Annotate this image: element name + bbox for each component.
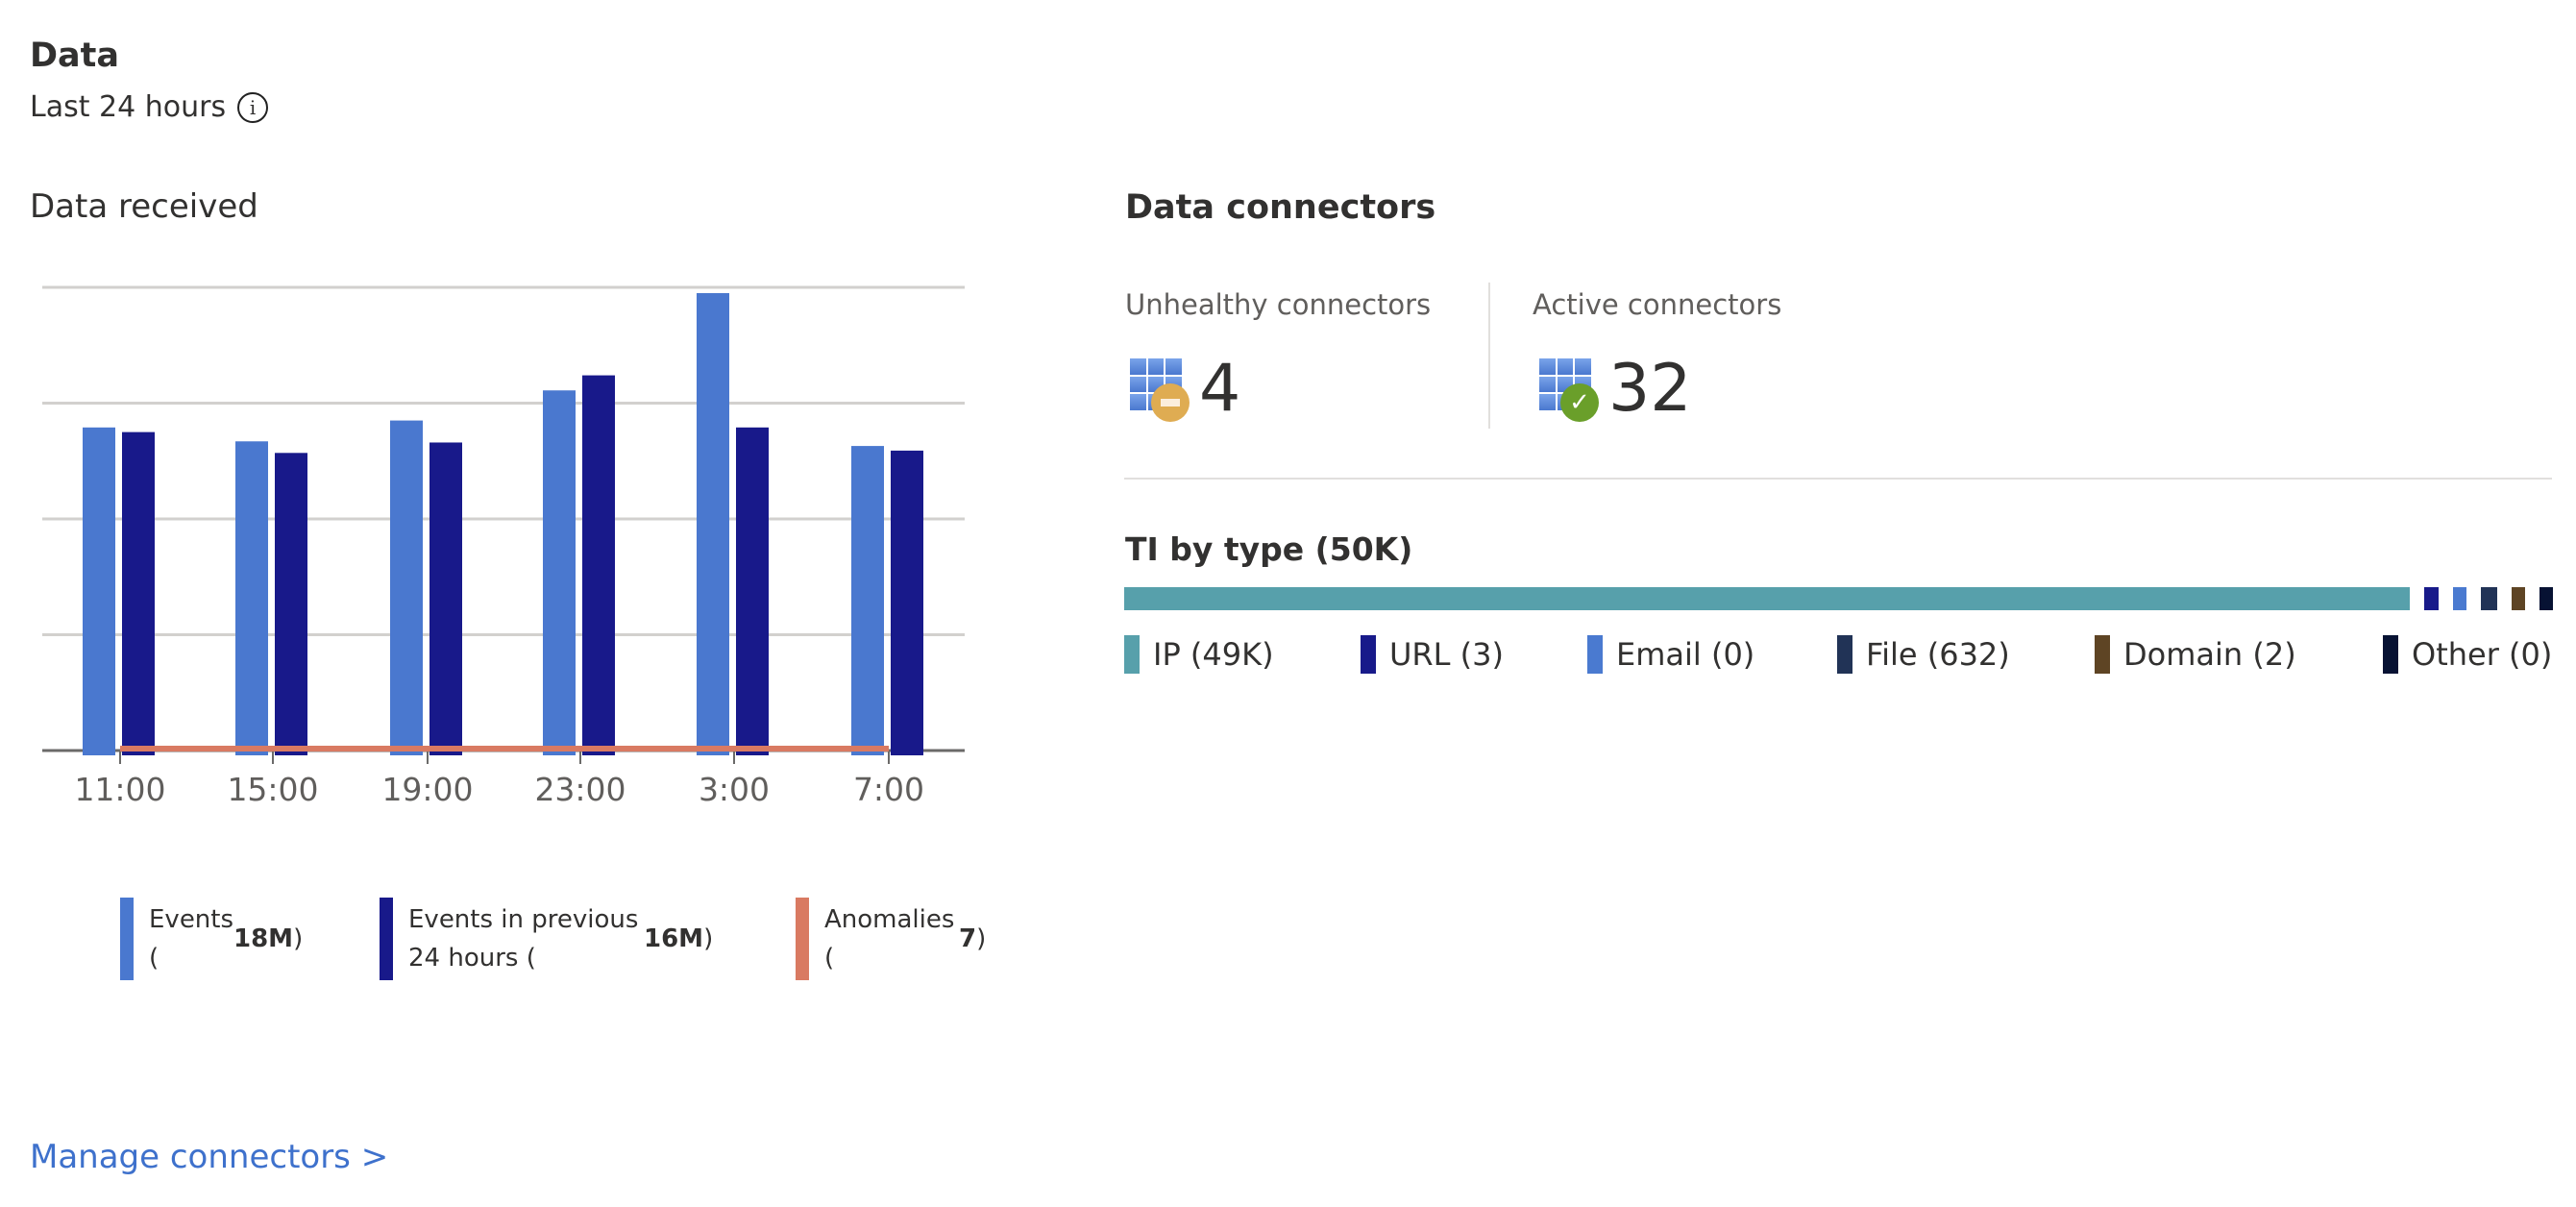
legend-value: 18M <box>233 920 303 958</box>
ti-legend-domain: Domain (2) <box>2095 634 2296 675</box>
bar-events-previous <box>429 442 462 755</box>
bar-events <box>543 390 576 755</box>
bar-events <box>697 293 729 755</box>
ti-bar-file[interactable] <box>2481 587 2497 610</box>
ti-legend-label: Other (0) <box>2412 636 2553 673</box>
ti-legend-label: Domain (2) <box>2123 636 2296 673</box>
bar-events <box>851 446 884 755</box>
manage-connectors-link[interactable]: Manage connectors > <box>30 1138 389 1176</box>
legend-label: Events in previous 24 hours <box>408 900 644 977</box>
ti-legend-label: File (632) <box>1866 636 2010 673</box>
legend-swatch <box>380 898 393 980</box>
bar-events-previous <box>582 375 615 755</box>
time-range: Last 24 hours i <box>30 90 269 124</box>
unhealthy-connectors-kpi[interactable]: 4 <box>1130 351 1240 428</box>
unhealthy-connectors-count: 4 <box>1199 351 1241 427</box>
legend-value: 7 <box>959 920 986 958</box>
bar-events <box>390 420 423 755</box>
ti-bar-domain[interactable] <box>2512 587 2525 610</box>
legend-events[interactable]: Events 18M <box>120 898 303 980</box>
x-tick-label: 7:00 <box>853 771 924 808</box>
bar-events-previous <box>122 431 155 755</box>
ti-bar-other[interactable] <box>2539 587 2553 610</box>
ti-legend-file: File (632) <box>1837 634 2010 675</box>
data-received-chart: 11:00 15:00 19:00 23:00 3:00 7:00 <box>42 285 965 808</box>
ti-legend-label: IP (49K) <box>1153 636 1274 673</box>
bar-events <box>235 441 268 755</box>
x-tick-label: 11:00 <box>74 771 165 808</box>
ti-legend-other: Other (0) <box>2383 634 2552 675</box>
legend-swatch <box>796 898 809 980</box>
time-range-label: Last 24 hours <box>30 90 227 124</box>
x-tick-label: 15:00 <box>227 771 318 808</box>
ti-legend-url: URL (3) <box>1361 634 1504 675</box>
active-connectors-count: 32 <box>1608 351 1692 427</box>
ti-legend-ip: IP (49K) <box>1124 634 1274 675</box>
legend-previous-events[interactable]: Events in previous 24 hours 16M <box>380 898 713 980</box>
connector-warning-icon <box>1130 358 1190 422</box>
connector-healthy-icon: ✓ <box>1539 358 1599 422</box>
info-icon[interactable]: i <box>237 91 269 123</box>
legend-anomalies[interactable]: Anomalies 7 <box>796 898 986 980</box>
bar-events-previous <box>891 450 923 755</box>
legend-label: Anomalies <box>824 900 959 977</box>
x-tick-label: 19:00 <box>381 771 473 808</box>
active-connectors-label: Active connectors <box>1533 288 1782 321</box>
ti-bar-email[interactable] <box>2453 587 2466 610</box>
data-received-title: Data received <box>30 187 258 226</box>
active-connectors-kpi[interactable]: ✓ 32 <box>1539 351 1692 428</box>
bar-events <box>83 427 115 755</box>
ti-bar-ip[interactable] <box>1124 587 2410 610</box>
bar-events-previous <box>736 427 769 755</box>
x-tick-label: 3:00 <box>699 771 770 808</box>
x-tick-label: 23:00 <box>534 771 626 808</box>
data-connectors-title: Data connectors <box>1125 188 1436 227</box>
section-title: Data <box>30 37 120 75</box>
legend-swatch <box>120 898 134 980</box>
divider <box>1488 283 1490 429</box>
divider <box>1124 478 2552 480</box>
ti-by-type-title: TI by type (50K) <box>1125 530 1413 568</box>
bar-events-previous <box>275 453 307 755</box>
ti-legend-email: Email (0) <box>1587 634 1754 675</box>
legend-label: Events <box>149 900 233 977</box>
ti-bar-url[interactable] <box>2424 587 2439 610</box>
ti-legend-label: Email (0) <box>1616 636 1755 673</box>
legend-value: 16M <box>644 920 713 958</box>
ti-legend-label: URL (3) <box>1389 636 1504 673</box>
unhealthy-connectors-label: Unhealthy connectors <box>1125 288 1432 321</box>
